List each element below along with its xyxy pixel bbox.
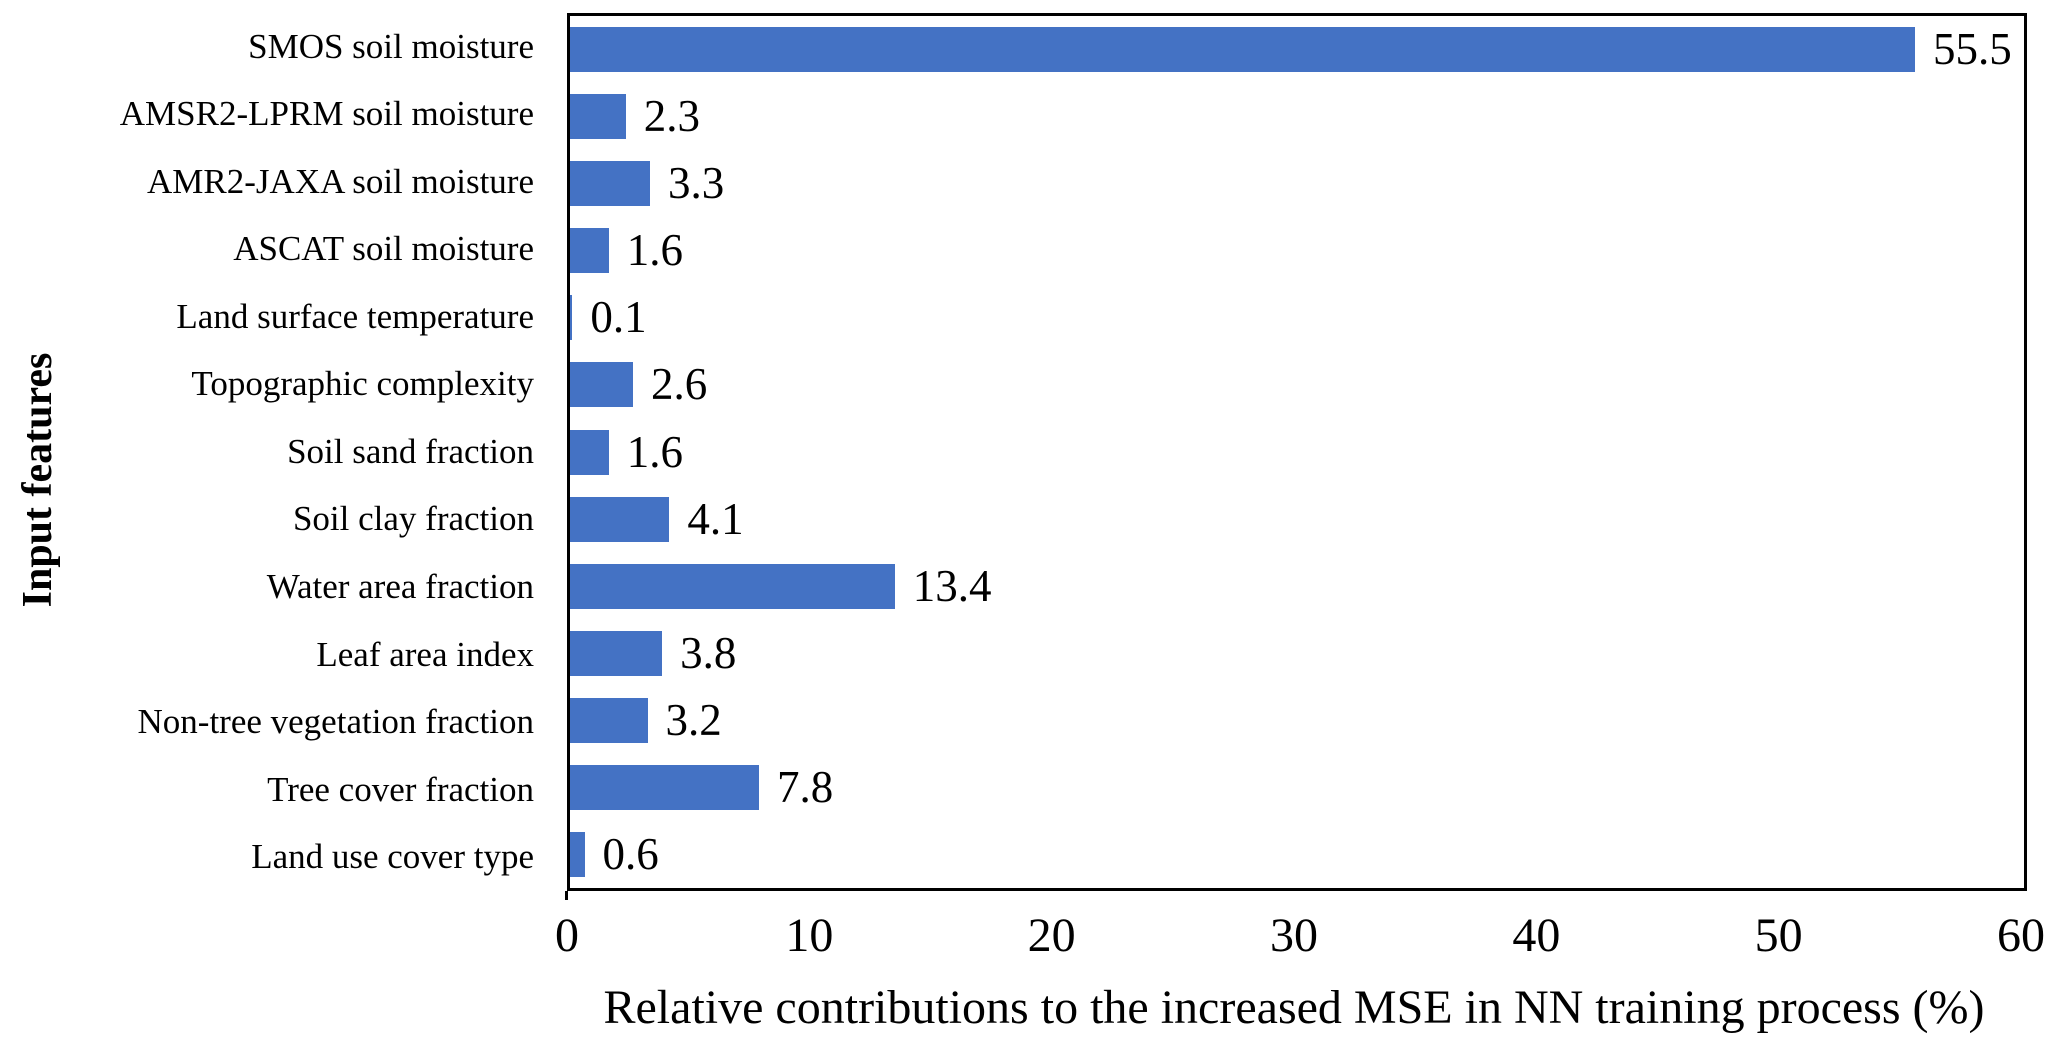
bar-row: 13.4 — [570, 553, 2024, 620]
bar-value-label: 4.1 — [687, 493, 744, 544]
category-label: Topographic complexity — [191, 364, 534, 404]
x-tick-label: 10 — [785, 909, 834, 962]
bar — [570, 295, 573, 341]
bar-value-label: 55.5 — [1932, 24, 2012, 75]
x-tick-label: 0 — [555, 909, 579, 962]
bar-value-label: 3.8 — [680, 627, 737, 678]
bar-row: 3.8 — [570, 620, 2024, 687]
x-axis-zero-tick — [565, 891, 568, 900]
x-tick-label: 60 — [1997, 909, 2045, 962]
bar-value-label: 3.3 — [667, 158, 725, 209]
x-tick-label: 50 — [1754, 909, 1803, 962]
bar — [570, 27, 1915, 73]
bar-value-label: 13.4 — [912, 560, 992, 611]
bar — [570, 161, 650, 207]
bar-row: 0.1 — [570, 284, 2024, 351]
bar-value-label: 1.6 — [626, 426, 684, 477]
category-label: ASCAT soil moisture — [233, 229, 534, 269]
x-tick-label: 40 — [1512, 909, 1561, 962]
bar-row: 3.3 — [570, 150, 2024, 217]
bar-row: 4.1 — [570, 486, 2024, 553]
x-tick-label: 30 — [1270, 909, 1318, 962]
bar-row: 1.6 — [570, 217, 2024, 284]
category-label: Soil clay fraction — [292, 499, 534, 539]
bar-value-label: 7.8 — [777, 761, 834, 812]
category-label: Tree cover fraction — [267, 769, 534, 809]
x-axis-ticks: 0 10 20 30 40 50 60 — [555, 905, 2045, 967]
category-label: Non-tree vegetation fraction — [137, 702, 534, 742]
bar — [570, 362, 633, 408]
bar-value-label: 2.6 — [651, 359, 708, 410]
bar-value-label: 0.1 — [590, 292, 647, 343]
bar-row: 0.6 — [570, 821, 2024, 888]
bar-row: 55.5 — [570, 16, 2024, 83]
category-label: Land surface temperature — [176, 296, 534, 336]
bar — [570, 429, 609, 475]
bar — [570, 764, 760, 810]
bar — [570, 228, 609, 274]
bar-row: 7.8 — [570, 754, 2024, 821]
bar — [570, 630, 663, 676]
category-label: Water area fraction — [266, 567, 534, 607]
plot-rows: 55.5 2.3 3.3 1.6 0.1 2.6 1.6 4.1 13.4 3.8 3.2 7.8 0.… — [570, 16, 2024, 888]
bar — [570, 831, 585, 877]
x-axis-title: Relative contributions to the increased … — [603, 981, 1985, 1034]
bar — [570, 697, 648, 743]
bar-row: 2.3 — [570, 83, 2024, 150]
bar-value-label: 0.6 — [602, 828, 659, 879]
bar — [570, 563, 895, 609]
bar-row: 2.6 — [570, 351, 2024, 418]
category-label: Land use cover type — [251, 837, 534, 877]
category-label: AMR2-JAXA soil moisture — [147, 161, 534, 201]
bar-value-label: 3.2 — [665, 694, 722, 745]
category-label: AMSR2-LPRM soil moisture — [119, 94, 534, 134]
x-tick-label: 20 — [1027, 909, 1076, 962]
category-label: Leaf area index — [316, 634, 534, 674]
bar-row: 3.2 — [570, 687, 2024, 754]
bar-row: 1.6 — [570, 418, 2024, 485]
bar — [570, 496, 670, 542]
bar — [570, 94, 626, 140]
category-label: SMOS soil moisture — [248, 26, 534, 66]
plot-area: 55.5 2.3 3.3 1.6 0.1 2.6 1.6 4.1 13.4 3.8 3.2 7.8 0.… — [567, 13, 2027, 891]
category-labels: SMOS soil moisture AMSR2-LPRM soil moistu… — [0, 13, 534, 891]
category-label: Soil sand fraction — [287, 431, 534, 471]
bar-value-label: 1.6 — [626, 225, 684, 276]
bar-value-label: 2.3 — [643, 91, 700, 142]
